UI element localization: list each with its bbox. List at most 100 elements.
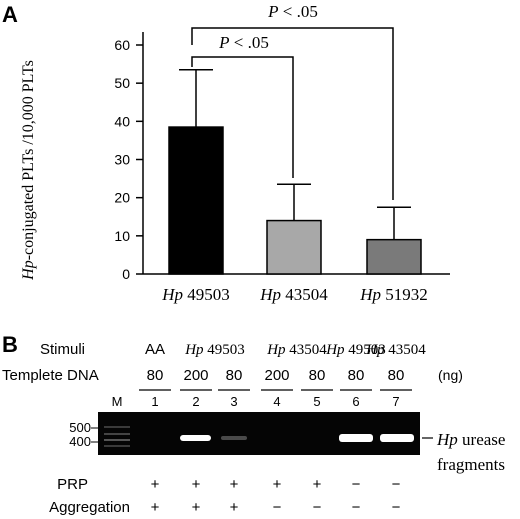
x-category-italic: Hp <box>161 285 183 304</box>
dna-amount: 200 <box>183 367 208 384</box>
dna-amount-row: 80 200 80 200 80 80 80 <box>139 367 412 391</box>
y-tick-label: 50 <box>114 75 130 91</box>
stimulus-italic: Hp <box>266 342 286 358</box>
y-axis-label-italic: Hp <box>20 260 37 281</box>
lane-marker: M <box>112 394 123 409</box>
bar <box>266 219 322 275</box>
y-axis-label: Hp-conjugated PLTs /10,000 PLTs <box>20 60 37 281</box>
y-tick-label: 30 <box>114 152 130 168</box>
x-category-label: Hp 49503 <box>161 285 230 304</box>
dna-amount: 200 <box>264 367 289 384</box>
aggregation-sign: − <box>392 499 401 516</box>
gel-band-lane-6 <box>339 434 373 442</box>
gel-image <box>98 412 420 455</box>
aggregation-sign: − <box>352 499 361 516</box>
y-tick-label: 40 <box>114 113 130 129</box>
prp-sign: − <box>392 476 401 493</box>
prp-sign: − <box>352 476 361 493</box>
ladder-band <box>104 439 130 441</box>
x-category-labels: Hp 49503 Hp 43504 Hp 51932 <box>161 285 428 304</box>
ladder-band <box>104 445 130 447</box>
band-label-line2: fragments <box>437 455 505 474</box>
stimulus-rest: 49503 <box>204 342 245 358</box>
x-category-rest: 43504 <box>281 285 328 304</box>
stimulus-rest: 49503 <box>345 342 386 358</box>
prp-sign: + <box>273 476 282 493</box>
y-tick-label: 0 <box>122 266 130 282</box>
stimulus-label: AA <box>145 341 165 358</box>
sig-label-inner: P < .05 <box>218 33 269 52</box>
x-category-italic: Hp <box>359 285 381 304</box>
size-label-500: 500 <box>69 420 91 435</box>
sig-top-p: P <box>267 2 278 21</box>
sig-bracket-inner <box>191 56 294 178</box>
stimulus-label: Hp 49503 <box>325 342 386 358</box>
panel-a-label: A <box>2 2 18 27</box>
sig-bracket-top <box>191 27 394 200</box>
stimulus-label: Hp 43504 <box>365 342 426 358</box>
stimulus-label: Hp 49503 <box>184 342 245 358</box>
x-category-label: Hp 43504 <box>259 285 328 304</box>
dna-ladder <box>104 426 130 447</box>
panel-b-label: B <box>2 332 18 357</box>
gel-band-lane-7 <box>380 434 414 442</box>
dna-amount: 80 <box>226 367 243 384</box>
lane-number: 3 <box>230 394 237 409</box>
bar <box>366 238 422 275</box>
stimulus-rest: 43504 <box>286 342 328 358</box>
ladder-band <box>104 426 130 428</box>
y-ticks: 0 10 20 30 40 50 60 <box>114 37 143 282</box>
band-label: Hp urease <box>436 430 505 449</box>
aggregation-sign: + <box>151 499 160 516</box>
sig-inner-p: P <box>218 33 229 52</box>
x-category-rest: 49503 <box>183 285 230 304</box>
lane-number: 1 <box>151 394 158 409</box>
lane-number: 5 <box>313 394 320 409</box>
bar <box>168 126 224 275</box>
aggregation-sign: + <box>192 499 201 516</box>
y-tick-label: 60 <box>114 37 130 53</box>
prp-sign: + <box>151 476 160 493</box>
prp-sign: + <box>230 476 239 493</box>
sig-label-top: P < .05 <box>267 2 318 21</box>
aggregation-label: Aggregation <box>49 499 130 516</box>
stimulus-italic: Hp <box>365 342 385 358</box>
band-label-italic: Hp <box>436 430 458 449</box>
y-tick-label: 10 <box>114 228 130 244</box>
templete-dna-label: Templete DNA <box>2 367 99 384</box>
gel-band-lane-2 <box>180 435 211 441</box>
y-tick-label: 20 <box>114 190 130 206</box>
dna-amount: 80 <box>348 367 365 384</box>
x-category-rest: 51932 <box>381 285 428 304</box>
dna-amount: 80 <box>147 367 164 384</box>
size-label-400: 400 <box>69 434 91 449</box>
y-axis-label-rest: -conjugated PLTs /10,000 PLTs <box>20 60 37 260</box>
lane-numbers: M 1 2 3 4 5 6 7 <box>112 394 400 409</box>
prp-sign: + <box>192 476 201 493</box>
x-category-label: Hp 51932 <box>359 285 428 304</box>
sig-inner-text: < .05 <box>230 33 269 52</box>
lane-number: 2 <box>192 394 199 409</box>
bars <box>168 69 422 275</box>
aggregation-sign: − <box>273 499 282 516</box>
stimulus-label: Hp 43504 <box>266 342 327 358</box>
sig-top-text: < .05 <box>279 2 318 21</box>
stimulus-italic: Hp <box>184 342 204 358</box>
lane-number: 7 <box>392 394 399 409</box>
dna-unit: (ng) <box>438 367 463 383</box>
stimulus-italic: Hp <box>325 342 345 358</box>
lane-number: 4 <box>273 394 280 409</box>
ladder-band <box>104 433 130 435</box>
prp-label: PRP <box>57 476 88 493</box>
dna-amount: 80 <box>388 367 405 384</box>
stimuli-label: Stimuli <box>40 341 85 358</box>
gel-band-lane-3 <box>221 436 247 440</box>
dna-amount: 80 <box>309 367 326 384</box>
condition-signs: + + + + + − − + + + − − − − <box>151 476 401 516</box>
lane-number: 6 <box>352 394 359 409</box>
prp-sign: + <box>313 476 322 493</box>
stimulus-rest: AA <box>145 341 165 358</box>
stimulus-rest: 43504 <box>385 342 427 358</box>
